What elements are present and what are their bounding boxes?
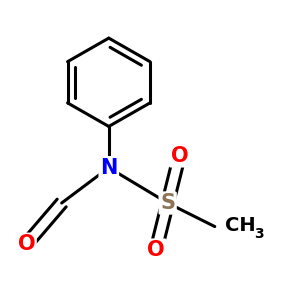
Text: O: O [147,240,165,260]
Text: O: O [171,146,188,166]
Text: 3: 3 [254,227,264,241]
Text: O: O [17,234,35,254]
Text: S: S [160,193,175,213]
Text: N: N [100,158,118,178]
Text: CH: CH [225,216,256,235]
